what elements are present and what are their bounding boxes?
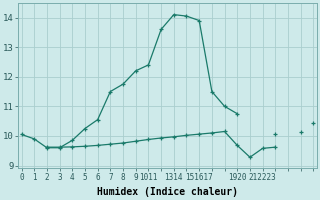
X-axis label: Humidex (Indice chaleur): Humidex (Indice chaleur) bbox=[97, 187, 238, 197]
